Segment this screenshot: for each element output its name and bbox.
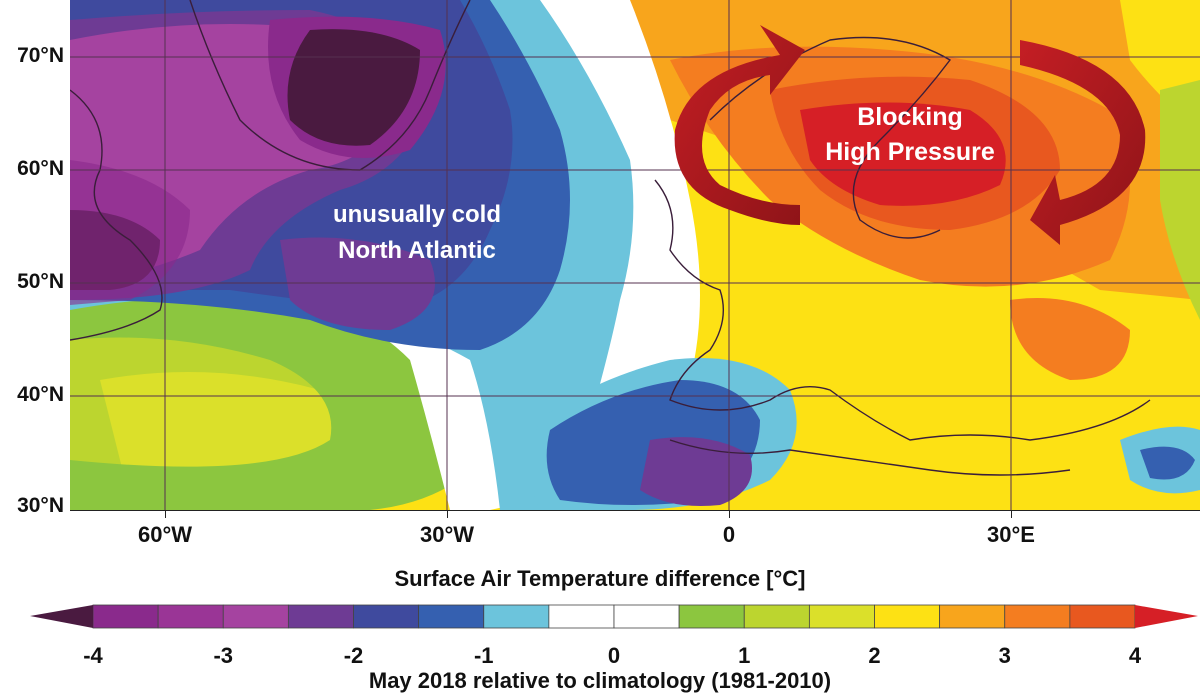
lat-label-60n: 60°N xyxy=(17,157,64,180)
lon-label-60w: 60°W xyxy=(137,522,193,547)
lon-tick-0 xyxy=(729,510,730,518)
anomaly-zone-coldest-greenland xyxy=(287,29,420,146)
colorbar-tick-label: 0 xyxy=(607,643,621,668)
colorbar-bin xyxy=(1069,604,1136,629)
lat-label-30n: 30°N xyxy=(17,494,64,517)
annotation-high-line2: High Pressure xyxy=(825,138,995,166)
colorbar-tick-label: -1 xyxy=(473,643,494,668)
colorbar-tick-label: -3 xyxy=(213,643,234,668)
colorbar-title: Surface Air Temperature difference [°C] xyxy=(394,566,806,591)
colorbar-tick-label: 1 xyxy=(738,643,751,668)
anomaly-zone-south-violet xyxy=(640,437,752,506)
coastline-north-africa xyxy=(669,439,1071,476)
colorbar-bins xyxy=(92,604,1136,629)
lon-label-0: 0 xyxy=(722,522,736,547)
colorbar-bin xyxy=(678,604,745,629)
colorbar-bin xyxy=(157,604,224,629)
colorbar-bin xyxy=(548,604,615,629)
colorbar-bin xyxy=(939,604,1006,629)
circulation-arrow-west xyxy=(674,25,805,225)
anomaly-zone-se-blue xyxy=(1140,446,1195,480)
lat-label-50n: 50°N xyxy=(17,270,64,293)
colorbar-bin xyxy=(92,604,159,629)
annotation-high-line1: Blocking xyxy=(857,103,963,131)
map-canvas: unusually cold North Atlantic Blocking H… xyxy=(70,0,1200,510)
circulation-arrow-east xyxy=(1020,40,1146,245)
colorbar-bin xyxy=(483,604,550,629)
lon-label-30w: 30°W xyxy=(419,522,475,547)
colorbar-bin xyxy=(743,604,810,629)
colorbar-high-end-triangle xyxy=(1135,605,1198,628)
lon-tick-30w xyxy=(447,510,448,518)
colorbar-bin xyxy=(613,604,680,629)
lon-tick-30e xyxy=(1011,510,1012,518)
map-bottom-axis xyxy=(70,510,1200,511)
colorbar-bin xyxy=(808,604,875,629)
lat-label-40n: 40°N xyxy=(17,383,64,406)
colorbar-tick-label: -2 xyxy=(343,643,364,668)
annotation-cold-line1: unusually cold xyxy=(333,201,501,228)
annotation-cold-line2: North Atlantic xyxy=(338,237,496,264)
colorbar-bin xyxy=(287,604,354,629)
anomaly-zone-red xyxy=(800,102,1006,206)
figure-caption: May 2018 relative to climatology (1981-2… xyxy=(368,668,832,693)
anomaly-zone-labrador-purple xyxy=(70,160,190,305)
colorbar-bin xyxy=(222,604,289,629)
lon-label-30e: 30°E xyxy=(987,522,1035,547)
colorbar-bin xyxy=(874,604,941,629)
colorbar-bin xyxy=(353,604,420,629)
colorbar-tick-label: 2 xyxy=(868,643,881,668)
colorbar-bin xyxy=(418,604,485,629)
colorbar-low-end-triangle xyxy=(30,605,93,628)
colorbar-bin xyxy=(1004,604,1071,629)
colorbar-tick-label: 4 xyxy=(1128,643,1142,668)
colorbar-tick-label: -4 xyxy=(83,643,103,668)
coastline-north-america xyxy=(70,89,163,341)
temperature-anomaly-map: unusually cold North Atlantic Blocking H… xyxy=(70,0,1200,510)
colorbar xyxy=(30,604,1198,629)
anomaly-zone-east-green xyxy=(1160,80,1200,320)
coastline-europe xyxy=(654,179,1151,441)
lon-tick-60w xyxy=(165,510,166,518)
colorbar-tick-label: 3 xyxy=(998,643,1011,668)
anomaly-zone-mid-atlantic-violet xyxy=(280,237,435,330)
lat-label-70n: 70°N xyxy=(17,44,64,67)
anomaly-zone-east-orange xyxy=(1010,298,1130,380)
